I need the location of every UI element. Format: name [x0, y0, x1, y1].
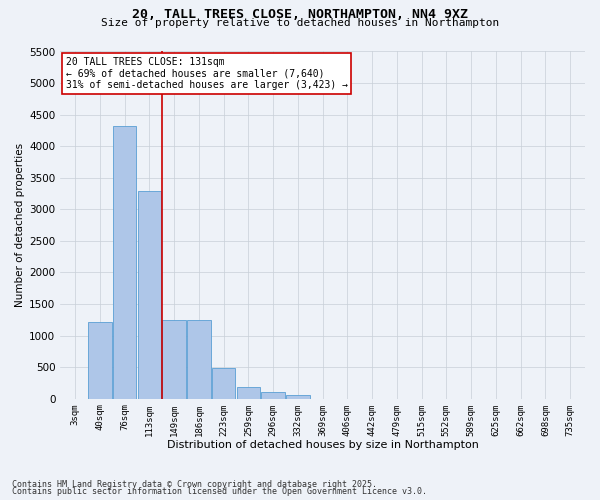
Bar	[137, 191, 161, 398]
Bar	[113, 126, 136, 398]
Bar	[286, 395, 310, 398]
Text: 20 TALL TREES CLOSE: 131sqm
← 69% of detached houses are smaller (7,640)
31% of : 20 TALL TREES CLOSE: 131sqm ← 69% of det…	[65, 56, 347, 90]
Y-axis label: Number of detached properties: Number of detached properties	[15, 143, 25, 307]
Bar	[262, 392, 285, 398]
Text: Contains HM Land Registry data © Crown copyright and database right 2025.: Contains HM Land Registry data © Crown c…	[12, 480, 377, 489]
Bar	[212, 368, 235, 398]
Text: Size of property relative to detached houses in Northampton: Size of property relative to detached ho…	[101, 18, 499, 28]
Text: Contains public sector information licensed under the Open Government Licence v3: Contains public sector information licen…	[12, 487, 427, 496]
Bar	[236, 387, 260, 398]
X-axis label: Distribution of detached houses by size in Northampton: Distribution of detached houses by size …	[167, 440, 479, 450]
Bar	[187, 320, 211, 398]
Text: 20, TALL TREES CLOSE, NORTHAMPTON, NN4 9XZ: 20, TALL TREES CLOSE, NORTHAMPTON, NN4 9…	[132, 8, 468, 20]
Bar	[163, 320, 186, 398]
Bar	[88, 322, 112, 398]
